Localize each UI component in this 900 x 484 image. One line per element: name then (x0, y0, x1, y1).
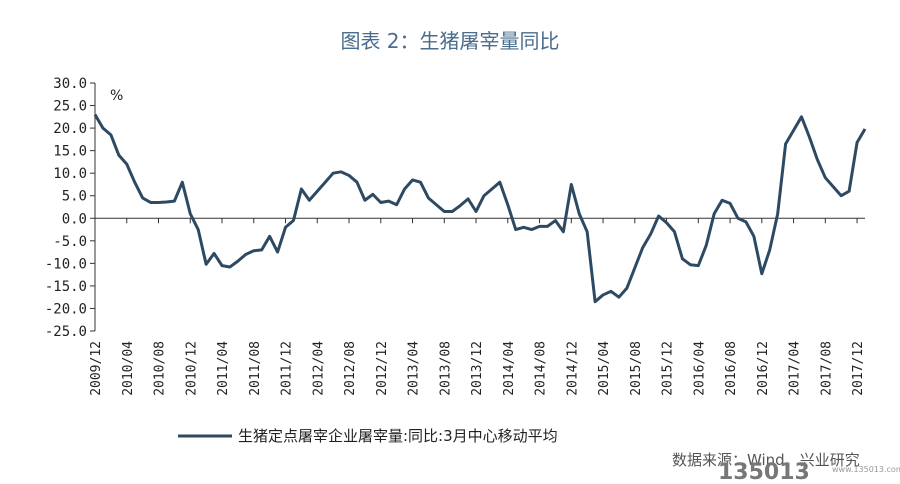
y-tick-label: 25.0 (53, 99, 87, 115)
y-tick-label: 10.0 (53, 166, 87, 182)
x-tick-label: 2010/12 (184, 341, 199, 396)
y-tick-label: 0.0 (62, 211, 87, 227)
y-tick-label: 5.0 (62, 189, 87, 205)
y-tick-label: 30.0 (53, 76, 87, 92)
series-line (93, 113, 867, 304)
y-tick-label: 15.0 (53, 144, 87, 160)
x-tick-label: 2015/12 (661, 341, 676, 396)
x-tick-label: 2012/12 (375, 341, 390, 396)
legend-label: 生猪定点屠宰企业屠宰量:同比:3月中心移动平均 (238, 427, 558, 445)
y-tick-label: 20.0 (53, 121, 87, 137)
x-tick-label: 2015/08 (629, 341, 644, 396)
x-tick-label: 2011/12 (280, 341, 295, 396)
x-tick-label: 2010/08 (153, 341, 168, 396)
x-tick-label: 2013/04 (407, 341, 422, 396)
y-unit-label: % (110, 88, 123, 104)
x-tick-label: 2016/12 (756, 341, 771, 396)
watermark: 135013 (718, 460, 810, 484)
x-tick-label: 2016/08 (724, 341, 739, 396)
x-tick-label: 2017/08 (819, 341, 834, 396)
x-tick-label: 2014/08 (534, 341, 549, 396)
x-tick-label: 2013/12 (470, 341, 485, 396)
x-tick-label: 2017/12 (851, 341, 866, 396)
series-layer (93, 113, 867, 304)
y-tick-label: -20.0 (45, 301, 87, 317)
x-tick-label: 2012/08 (343, 341, 358, 396)
x-tick-label: 2011/04 (216, 341, 231, 396)
x-tick-label: 2012/04 (311, 341, 326, 396)
x-tick-label: 2016/04 (692, 341, 707, 396)
y-tick-label: -15.0 (45, 279, 87, 295)
y-tick-label: -25.0 (45, 324, 87, 340)
x-tick-label: 2017/04 (788, 341, 803, 396)
legend: 生猪定点屠宰企业屠宰量:同比:3月中心移动平均 (178, 427, 558, 445)
x-tick-label: 2014/04 (502, 341, 517, 396)
y-tick-label: -5.0 (53, 234, 87, 250)
x-axis: 2009/12 2010/04 2010/08 2010/12 2011/04 2011/… (89, 217, 866, 396)
x-tick-label: 2011/08 (248, 341, 263, 396)
watermark-small: www.135013.com (832, 465, 900, 474)
source-note: 数据来源：Wind、兴业研究 (672, 451, 860, 469)
x-tick-label: 2015/04 (597, 341, 612, 396)
x-tick-label: 2009/12 (89, 341, 104, 396)
y-tick-label: -10.0 (45, 256, 87, 272)
x-tick-label: 2013/08 (438, 341, 453, 396)
x-tick-label: 2010/04 (121, 341, 136, 396)
y-axis: 30.0 25.0 20.0 15.0 10.0 5.0 0.0 -5.0 -10.0 -15.0… (45, 76, 96, 340)
x-tick-label: 2014/12 (565, 341, 580, 396)
chart-title: 图表 2：生猪屠宰量同比 (340, 29, 559, 53)
